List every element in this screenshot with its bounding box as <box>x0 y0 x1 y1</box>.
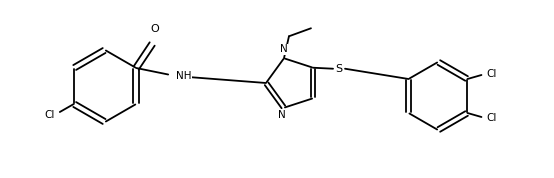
Text: Cl: Cl <box>44 110 55 120</box>
Text: N: N <box>278 110 286 120</box>
Text: Cl: Cl <box>486 69 497 79</box>
Text: O: O <box>151 24 160 34</box>
Text: N: N <box>280 44 288 54</box>
Text: Cl: Cl <box>486 113 497 123</box>
Text: S: S <box>336 64 342 74</box>
Text: NH: NH <box>176 71 192 81</box>
